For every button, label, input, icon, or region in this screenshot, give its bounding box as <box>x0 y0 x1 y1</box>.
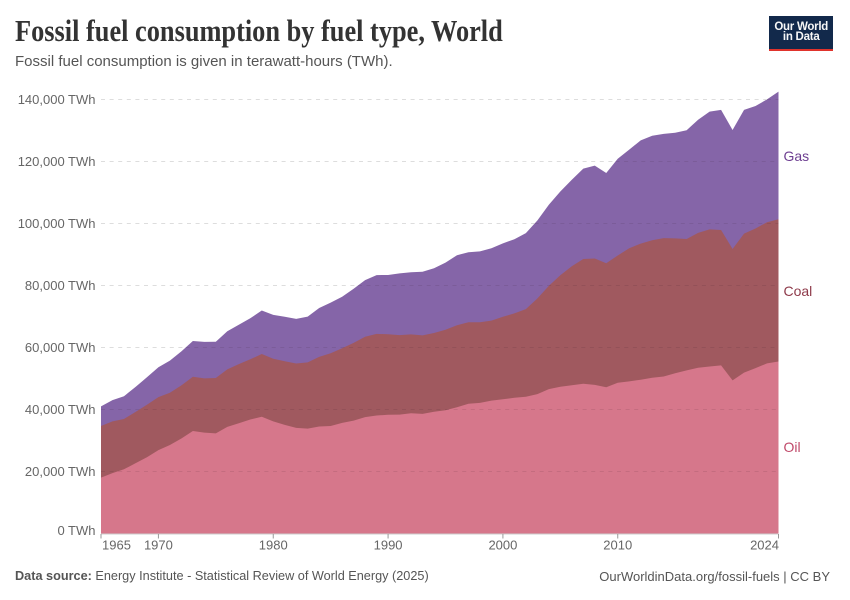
svg-text:140,000 TWh: 140,000 TWh <box>18 92 96 107</box>
svg-text:1980: 1980 <box>259 538 288 553</box>
svg-text:Oil: Oil <box>784 439 801 455</box>
svg-text:60,000 TWh: 60,000 TWh <box>25 340 96 355</box>
svg-text:20,000 TWh: 20,000 TWh <box>25 464 96 479</box>
svg-text:2000: 2000 <box>488 538 517 553</box>
svg-text:2010: 2010 <box>603 538 632 553</box>
svg-text:120,000 TWh: 120,000 TWh <box>18 154 96 169</box>
svg-text:0 TWh: 0 TWh <box>57 523 95 538</box>
svg-text:1965: 1965 <box>102 538 131 553</box>
svg-text:1990: 1990 <box>374 538 403 553</box>
svg-text:100,000 TWh: 100,000 TWh <box>18 216 96 231</box>
svg-text:80,000 TWh: 80,000 TWh <box>25 278 96 293</box>
svg-text:2024: 2024 <box>750 538 779 553</box>
svg-text:40,000 TWh: 40,000 TWh <box>25 402 96 417</box>
svg-text:1970: 1970 <box>144 538 173 553</box>
svg-text:Gas: Gas <box>784 148 810 164</box>
svg-text:Coal: Coal <box>784 283 813 299</box>
